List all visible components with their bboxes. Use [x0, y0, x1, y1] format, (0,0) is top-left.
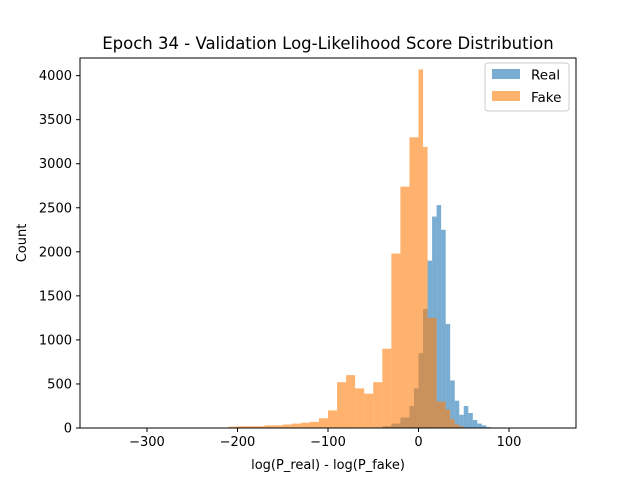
bar-real-18 — [477, 423, 482, 428]
bar-fake-10 — [318, 418, 328, 428]
y-tick-label-0: 0 — [64, 422, 72, 437]
bar-fake-8 — [300, 422, 310, 428]
legend-label-fake: Fake — [531, 90, 561, 106]
bar-fake-7 — [291, 423, 301, 428]
bar-real-16 — [468, 413, 473, 428]
y-axis-ticks: 0 500 1000 1500 2000 2500 3000 3500 4000 — [39, 69, 80, 437]
bar-fake-3 — [255, 426, 265, 428]
x-tick-label-3: 0 — [414, 435, 422, 450]
x-tick-label-2: −100 — [310, 435, 346, 450]
bar-fake-18 — [391, 253, 401, 428]
bar-fake-19 — [400, 186, 410, 428]
y-tick-label-8: 4000 — [39, 69, 72, 84]
bar-fake-11 — [328, 410, 338, 428]
legend-swatch-real — [492, 69, 520, 79]
bar-fake-21 — [418, 69, 424, 428]
legend: Real Fake — [484, 62, 570, 112]
bar-real-15 — [463, 405, 469, 428]
bar-fake-20 — [409, 137, 419, 429]
x-tick-label-4: 100 — [497, 435, 522, 450]
bar-fake-15 — [364, 393, 374, 428]
y-axis-label: Count — [15, 224, 30, 263]
y-tick-label-2: 1000 — [39, 333, 72, 348]
x-axis-ticks: −300 −200 −100 0 100 — [129, 428, 521, 450]
y-tick-label-6: 3000 — [39, 157, 72, 172]
plot-area — [228, 69, 491, 429]
bar-real-19 — [481, 425, 487, 428]
y-tick-label-7: 3500 — [39, 113, 72, 128]
bar-fake-4 — [264, 425, 274, 428]
bar-fake-12 — [337, 382, 347, 428]
series-fake-bars — [228, 69, 464, 429]
bar-fake-5 — [273, 425, 283, 428]
bar-fake-16 — [373, 382, 383, 428]
bar-real-17 — [472, 420, 478, 428]
bar-fake-6 — [282, 424, 292, 428]
bar-fake-9 — [309, 421, 319, 428]
bar-fake-17 — [382, 348, 392, 428]
x-axis-label: log(P_real) - log(P_fake) — [251, 458, 405, 473]
bar-real-13 — [454, 400, 460, 428]
chart-title: Epoch 34 - Validation Log-Likelihood Sco… — [102, 34, 554, 53]
bar-fake-23 — [427, 317, 437, 428]
y-tick-label-5: 2500 — [39, 201, 72, 216]
y-tick-label-1: 500 — [47, 377, 72, 392]
bar-fake-24 — [436, 401, 446, 428]
bar-fake-1 — [237, 426, 247, 428]
bar-fake-22 — [423, 146, 428, 429]
bar-fake-25 — [445, 409, 451, 428]
bar-fake-26 — [450, 419, 455, 428]
bar-fake-13 — [346, 375, 356, 428]
legend-label-real: Real — [531, 68, 560, 84]
bar-fake-2 — [246, 426, 256, 428]
bar-real-12 — [450, 380, 455, 428]
x-tick-label-0: −300 — [129, 435, 165, 450]
bar-real-14 — [459, 414, 464, 428]
x-tick-label-1: −200 — [220, 435, 256, 450]
bar-real-9 — [436, 205, 442, 428]
bar-fake-0 — [228, 426, 238, 428]
y-tick-label-3: 1500 — [39, 289, 72, 304]
bar-real-11 — [445, 324, 451, 428]
legend-swatch-fake — [492, 91, 520, 101]
bar-fake-28 — [459, 426, 464, 428]
bar-fake-27 — [454, 424, 460, 428]
bar-real-10 — [441, 229, 446, 428]
y-tick-label-4: 2000 — [39, 245, 72, 260]
bar-fake-14 — [355, 388, 365, 428]
